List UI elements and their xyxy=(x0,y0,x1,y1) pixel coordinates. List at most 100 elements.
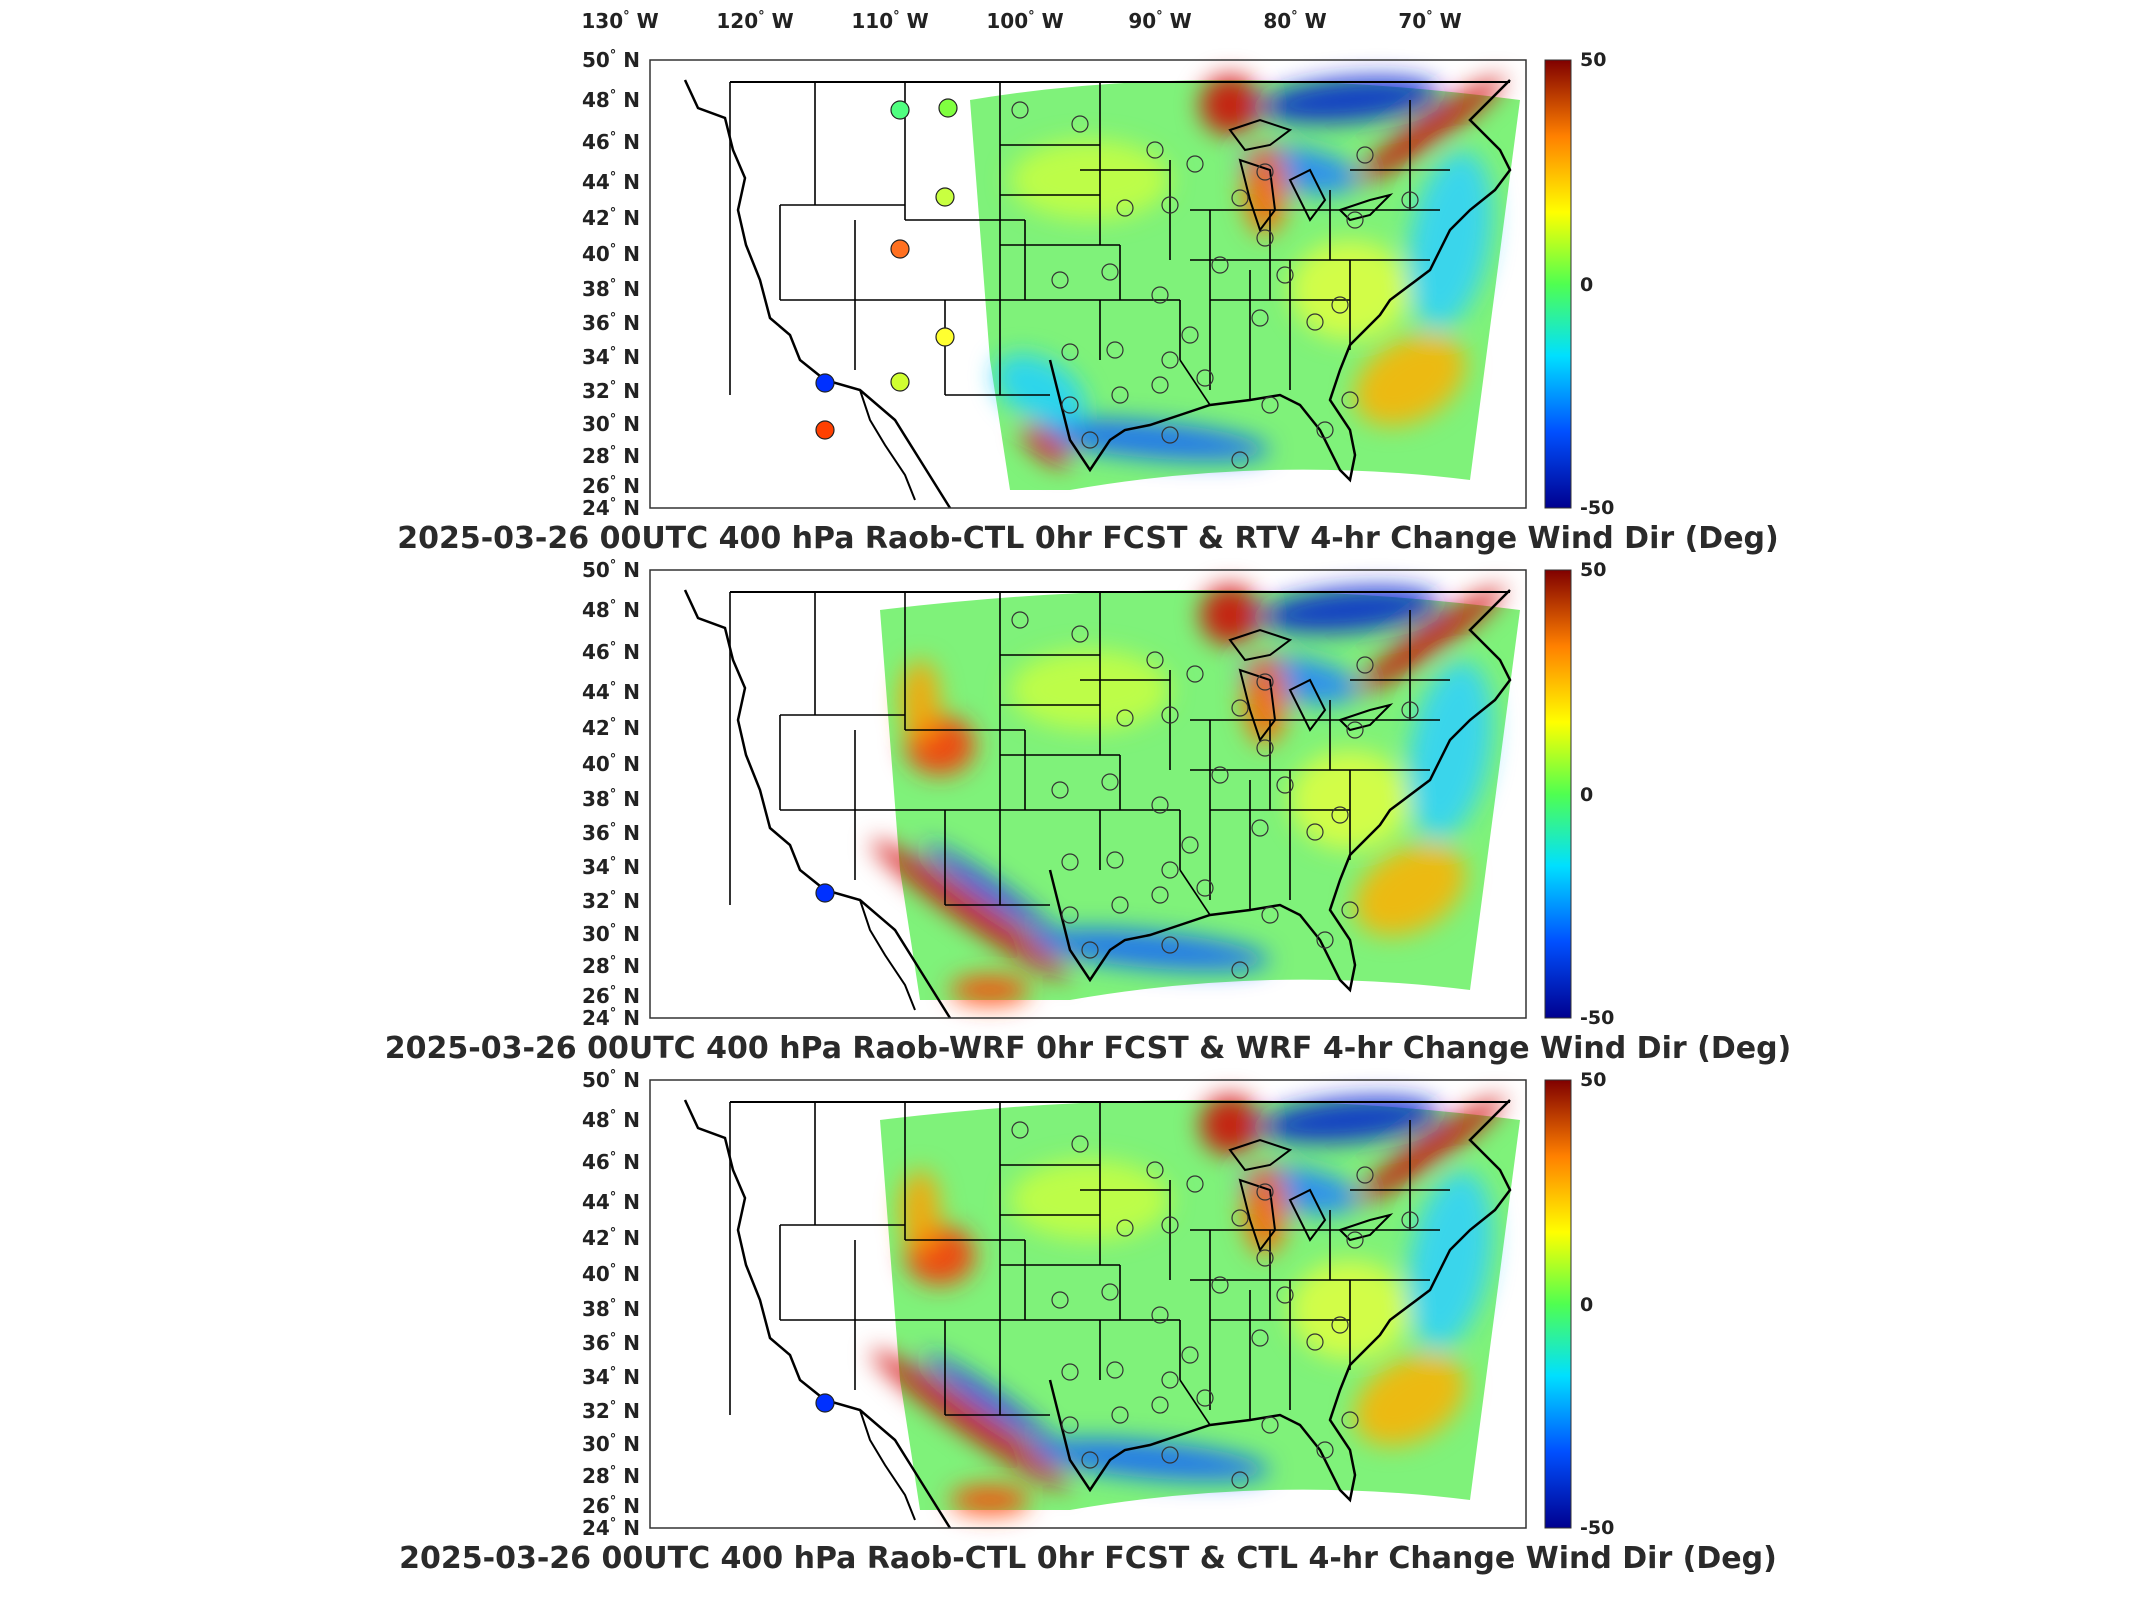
station-marker xyxy=(1261,1416,1279,1434)
station-marker xyxy=(1146,1161,1164,1179)
colorbar-tick-mid: 0 xyxy=(1580,784,1593,806)
station-marker xyxy=(1276,266,1294,284)
lat-label-28: 28° N xyxy=(582,444,640,468)
station-marker xyxy=(1181,836,1199,854)
station-marker-filled xyxy=(815,883,835,903)
station-marker xyxy=(1331,1316,1349,1334)
lon-label-110: 110° W xyxy=(851,9,928,33)
station-marker xyxy=(1061,853,1079,871)
station-marker xyxy=(1331,806,1349,824)
station-marker xyxy=(1181,326,1199,344)
lat-tick-labels: 50° N 48° N 46° N 44° N 42° N 40° N 38° N 36° N… xyxy=(582,48,640,520)
station-marker xyxy=(1251,819,1269,837)
station-marker xyxy=(1186,665,1204,683)
station-marker xyxy=(1051,271,1069,289)
lat-label-34: 34° N xyxy=(582,855,640,879)
station-marker xyxy=(1401,191,1419,209)
colorbar: 50 0 -50 xyxy=(1544,559,1614,1029)
station-marker xyxy=(1256,739,1274,757)
station-marker xyxy=(1116,709,1134,727)
lat-label-30: 30° N xyxy=(582,1432,640,1456)
lat-label-38: 38° N xyxy=(582,787,640,811)
station-marker xyxy=(1356,656,1374,674)
station-marker xyxy=(1151,376,1169,394)
station-marker xyxy=(1101,263,1119,281)
station-marker xyxy=(1161,351,1179,369)
axes-frame xyxy=(649,1079,1527,1529)
lat-label-26: 26° N xyxy=(582,474,640,498)
station-marker xyxy=(1106,341,1124,359)
lat-label-42: 42° N xyxy=(582,1226,640,1250)
lat-label-50: 50° N xyxy=(582,48,640,72)
station-marker-filled xyxy=(935,327,955,347)
station-marker xyxy=(1151,1306,1169,1324)
station-marker xyxy=(1261,906,1279,924)
station-marker xyxy=(1211,1276,1229,1294)
station-marker xyxy=(1161,1216,1179,1234)
lat-label-46: 46° N xyxy=(582,130,640,154)
station-marker xyxy=(1276,1286,1294,1304)
station-marker xyxy=(1111,386,1129,404)
lon-label-90: 90° W xyxy=(1128,9,1191,33)
station-marker xyxy=(1116,199,1134,217)
lat-label-46: 46° N xyxy=(582,640,640,664)
lat-label-34: 34° N xyxy=(582,345,640,369)
lat-label-40: 40° N xyxy=(582,1262,640,1286)
raob-stations xyxy=(815,1121,1419,1489)
colorbar-tick-max: 50 xyxy=(1580,49,1606,71)
geographic-outlines xyxy=(683,1099,1512,1529)
lat-label-40: 40° N xyxy=(582,242,640,266)
station-marker xyxy=(1161,1371,1179,1389)
station-marker xyxy=(1151,886,1169,904)
lat-label-30: 30° N xyxy=(582,412,640,436)
station-marker-filled xyxy=(890,372,910,392)
lat-label-44: 44° N xyxy=(582,1190,640,1214)
lat-label-32: 32° N xyxy=(582,889,640,913)
panel-title: 2025-03-26 00UTC 400 hPa Raob-CTL 0hr FC… xyxy=(399,1541,1777,1576)
station-marker xyxy=(1151,1396,1169,1414)
station-marker xyxy=(1061,1363,1079,1381)
colorbar: 50 0 -50 xyxy=(1544,1069,1614,1539)
lat-label-28: 28° N xyxy=(582,954,640,978)
station-marker xyxy=(1081,431,1099,449)
lat-label-28: 28° N xyxy=(582,1464,640,1488)
station-marker xyxy=(1256,163,1274,181)
station-marker xyxy=(1231,961,1249,979)
raob-stations xyxy=(815,98,1419,469)
lat-label-46: 46° N xyxy=(582,1150,640,1174)
map-panel-2 xyxy=(649,569,1527,1019)
axes-frame xyxy=(649,569,1527,1019)
lat-label-32: 32° N xyxy=(582,379,640,403)
station-marker-filled xyxy=(815,420,835,440)
station-marker xyxy=(1341,391,1359,409)
station-marker xyxy=(1011,101,1029,119)
station-marker xyxy=(1341,901,1359,919)
station-marker xyxy=(1211,766,1229,784)
station-marker xyxy=(1071,115,1089,133)
lat-label-26: 26° N xyxy=(582,1494,640,1518)
station-marker xyxy=(1196,879,1214,897)
station-marker xyxy=(1161,426,1179,444)
lat-label-34: 34° N xyxy=(582,1365,640,1389)
station-marker xyxy=(1341,1411,1359,1429)
station-marker xyxy=(1196,369,1214,387)
station-marker xyxy=(1161,706,1179,724)
station-marker-filled xyxy=(938,98,958,118)
station-marker-filled xyxy=(815,1393,835,1413)
lat-tick-labels: 50° N 48° N 46° N 44° N 42° N 40° N 38° N 36° N… xyxy=(582,1068,640,1540)
colorbar-tick-min: -50 xyxy=(1580,1007,1614,1029)
colorbar-tick-min: -50 xyxy=(1580,497,1614,519)
station-marker-filled xyxy=(815,373,835,393)
lat-label-30: 30° N xyxy=(582,922,640,946)
station-marker xyxy=(1316,421,1334,439)
station-marker xyxy=(1231,1471,1249,1489)
lat-label-24: 24° N xyxy=(582,1516,640,1540)
station-marker xyxy=(1061,396,1079,414)
lat-label-36: 36° N xyxy=(582,311,640,335)
wind-dir-field xyxy=(871,1095,1520,1515)
station-marker xyxy=(1106,1361,1124,1379)
station-marker xyxy=(1261,396,1279,414)
lat-label-36: 36° N xyxy=(582,821,640,845)
lat-label-40: 40° N xyxy=(582,752,640,776)
